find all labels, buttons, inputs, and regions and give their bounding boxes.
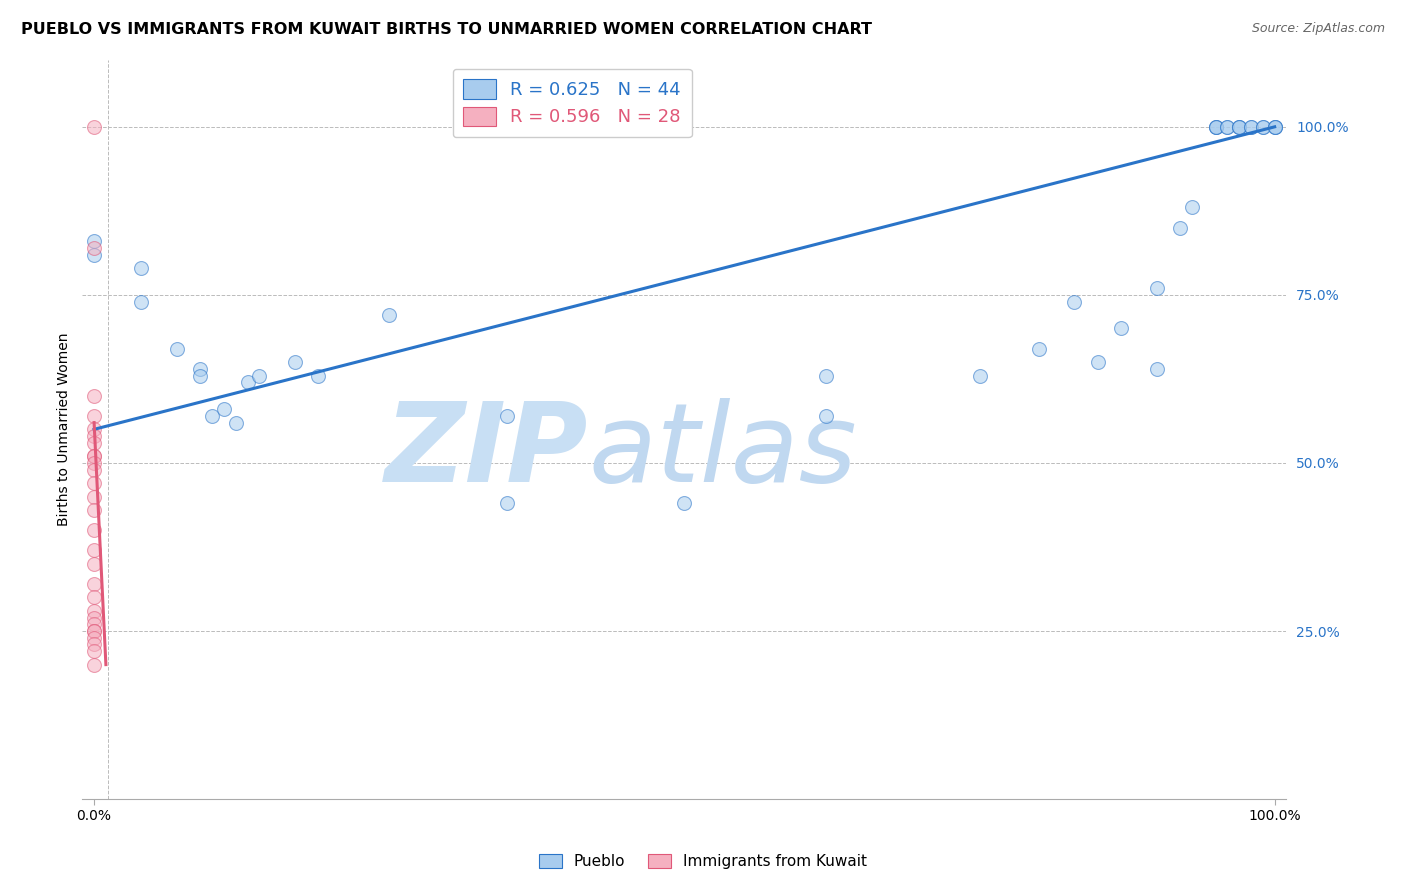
- Point: [1240, 120, 1263, 134]
- Point: [83, 241, 105, 255]
- Point: [1181, 201, 1204, 215]
- Point: [83, 449, 105, 463]
- Point: [83, 389, 105, 403]
- Point: [166, 342, 188, 356]
- Point: [496, 409, 519, 423]
- Point: [83, 637, 105, 651]
- Point: [83, 557, 105, 571]
- Point: [496, 496, 519, 510]
- Point: [378, 308, 401, 322]
- Point: [83, 476, 105, 491]
- Point: [83, 234, 105, 248]
- Point: [83, 503, 105, 517]
- Point: [83, 435, 105, 450]
- Point: [83, 617, 105, 632]
- Point: [188, 368, 211, 383]
- Point: [83, 591, 105, 605]
- Point: [673, 496, 696, 510]
- Point: [212, 402, 235, 417]
- Point: [1227, 120, 1250, 134]
- Point: [83, 120, 105, 134]
- Point: [225, 416, 247, 430]
- Point: [247, 368, 270, 383]
- Legend: R = 0.625   N = 44, R = 0.596   N = 28: R = 0.625 N = 44, R = 0.596 N = 28: [453, 69, 692, 137]
- Point: [83, 463, 105, 477]
- Point: [83, 624, 105, 638]
- Point: [1205, 120, 1227, 134]
- Point: [1028, 342, 1050, 356]
- Point: [969, 368, 991, 383]
- Point: [83, 604, 105, 618]
- Point: [1264, 120, 1286, 134]
- Point: [1205, 120, 1227, 134]
- Point: [1216, 120, 1239, 134]
- Point: [188, 361, 211, 376]
- Point: [83, 610, 105, 624]
- Point: [1240, 120, 1263, 134]
- Point: [1146, 281, 1168, 295]
- Point: [307, 368, 329, 383]
- Point: [83, 409, 105, 423]
- Point: [83, 247, 105, 261]
- Point: [284, 355, 307, 369]
- Point: [236, 376, 259, 390]
- Point: [1264, 120, 1286, 134]
- Point: [1251, 120, 1274, 134]
- Point: [83, 644, 105, 658]
- Text: atlas: atlas: [588, 398, 856, 505]
- Point: [1109, 321, 1132, 335]
- Point: [83, 429, 105, 443]
- Point: [83, 523, 105, 537]
- Point: [131, 260, 153, 275]
- Point: [1063, 294, 1085, 309]
- Text: PUEBLO VS IMMIGRANTS FROM KUWAIT BIRTHS TO UNMARRIED WOMEN CORRELATION CHART: PUEBLO VS IMMIGRANTS FROM KUWAIT BIRTHS …: [21, 22, 872, 37]
- Point: [815, 368, 838, 383]
- Point: [1264, 120, 1286, 134]
- Point: [83, 490, 105, 504]
- Point: [1216, 120, 1239, 134]
- Point: [201, 409, 224, 423]
- Point: [1168, 220, 1191, 235]
- Point: [1227, 120, 1250, 134]
- Point: [83, 577, 105, 591]
- Point: [1087, 355, 1109, 369]
- Point: [83, 624, 105, 638]
- Point: [83, 631, 105, 645]
- Point: [83, 449, 105, 463]
- Point: [83, 422, 105, 436]
- Point: [83, 456, 105, 470]
- Point: [815, 409, 838, 423]
- Point: [1227, 120, 1250, 134]
- Point: [83, 543, 105, 558]
- Point: [1251, 120, 1274, 134]
- Text: Source: ZipAtlas.com: Source: ZipAtlas.com: [1251, 22, 1385, 36]
- Y-axis label: Births to Unmarried Women: Births to Unmarried Women: [58, 333, 72, 526]
- Point: [1205, 120, 1227, 134]
- Point: [131, 294, 153, 309]
- Legend: Pueblo, Immigrants from Kuwait: Pueblo, Immigrants from Kuwait: [533, 848, 873, 875]
- Point: [83, 657, 105, 672]
- Text: ZIP: ZIP: [385, 398, 588, 505]
- Point: [1146, 361, 1168, 376]
